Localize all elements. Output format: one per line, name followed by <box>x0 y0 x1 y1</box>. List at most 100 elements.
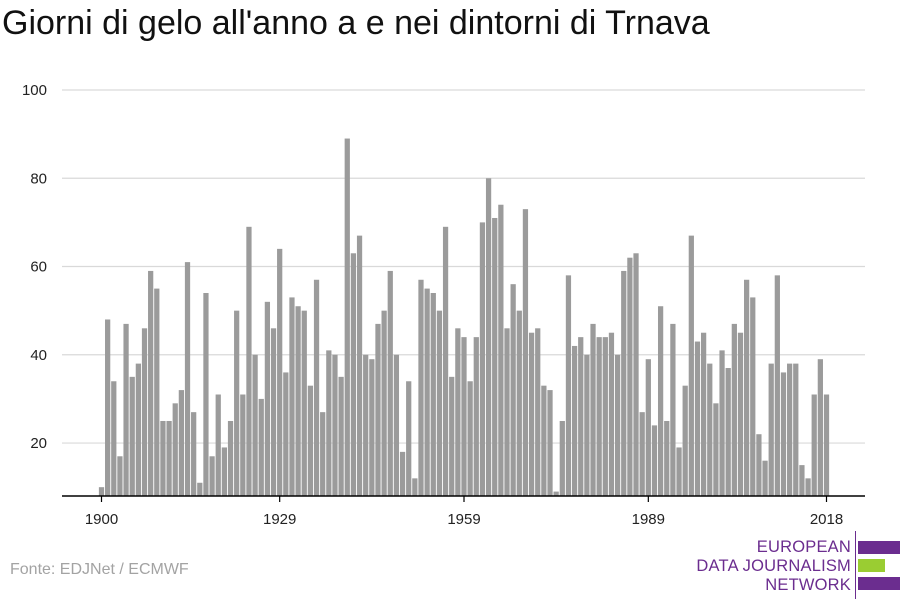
bar-1968 <box>516 310 522 496</box>
bar-1930 <box>283 372 289 496</box>
bar-1919 <box>215 394 221 496</box>
bar-1972 <box>541 385 547 496</box>
bar-1985 <box>621 270 627 496</box>
bar-1915 <box>191 412 197 496</box>
x-tick-label: 1959 <box>447 511 480 528</box>
bar-1963 <box>485 178 492 496</box>
bar-1923 <box>240 394 246 496</box>
bar-1995 <box>682 385 688 496</box>
bar-2015 <box>805 478 811 496</box>
bar-1964 <box>492 217 498 496</box>
bar-1975 <box>559 420 565 496</box>
bar-1962 <box>479 222 486 497</box>
logo-bar-2 <box>858 559 885 572</box>
bar-1927 <box>264 301 271 496</box>
bar-1954 <box>430 293 436 496</box>
y-tick-label: 20 <box>30 435 47 452</box>
bar-1961 <box>473 337 479 496</box>
bar-2005 <box>744 279 750 496</box>
bar-1969 <box>522 209 529 497</box>
bar-1938 <box>332 354 338 496</box>
bar-1998 <box>700 332 707 496</box>
bar-1932 <box>295 306 301 496</box>
y-tick-label: 60 <box>30 259 47 276</box>
y-tick-label: 80 <box>30 170 47 187</box>
bar-1936 <box>320 412 326 496</box>
bar-1918 <box>209 456 215 496</box>
bar-1999 <box>707 363 713 496</box>
bar-1902 <box>111 381 117 496</box>
bar-1908 <box>148 270 154 496</box>
logo-bar-3 <box>858 577 900 590</box>
bar-1950 <box>406 381 412 496</box>
bar-1940 <box>344 138 350 497</box>
bar-1997 <box>694 341 701 496</box>
bar-1939 <box>338 376 344 496</box>
x-axis: 1900 1929 1959 1989 2018 <box>62 495 865 528</box>
bar-1921 <box>227 420 234 496</box>
bar-1910 <box>160 420 166 496</box>
bar-1970 <box>528 332 535 496</box>
logo-line-3: NETWORK <box>765 576 851 594</box>
bar-1937 <box>326 350 332 496</box>
edjnet-logo: EUROPEAN DATA JOURNALISM NETWORK <box>696 528 900 600</box>
bar-1956 <box>442 226 449 496</box>
bar-1907 <box>141 328 148 496</box>
bar-1971 <box>535 328 541 496</box>
bar-1960 <box>467 381 473 496</box>
bar-1965 <box>498 204 504 496</box>
bar-2000 <box>713 403 719 496</box>
source-credit: Fonte: EDJNet / ECMWF <box>10 561 189 578</box>
bar-1981 <box>596 337 602 496</box>
bar-2004 <box>737 332 744 496</box>
bar-1933 <box>301 310 307 496</box>
bar-1926 <box>258 398 264 496</box>
bar-1944 <box>369 359 375 496</box>
bar-1976 <box>565 275 572 496</box>
bar-1929 <box>277 248 283 496</box>
bar-1928 <box>270 328 277 496</box>
bar-1973 <box>547 390 553 496</box>
bar-1952 <box>418 279 424 496</box>
bar-1955 <box>436 310 443 496</box>
bar-1917 <box>203 293 209 496</box>
bar-1913 <box>178 390 184 496</box>
bar-2014 <box>799 465 805 496</box>
bar-1979 <box>584 354 590 496</box>
bar-chart: 20 40 60 80 100 1900 1929 1959 1989 2018 <box>22 82 865 528</box>
bar-2008 <box>762 460 768 496</box>
bar-1991 <box>657 306 664 496</box>
bar-2001 <box>719 350 725 496</box>
bar-2002 <box>725 368 731 496</box>
logo-line-1: EUROPEAN <box>756 538 851 556</box>
bar-1958 <box>455 328 461 496</box>
bar-1959 <box>461 337 467 496</box>
bar-2011 <box>780 372 787 496</box>
bar-1931 <box>289 297 295 496</box>
logo-line-2: DATA JOURNALISM <box>696 557 851 575</box>
bar-1911 <box>166 420 172 496</box>
bar-1904 <box>123 323 129 496</box>
bar-1949 <box>399 451 406 496</box>
bar-1948 <box>393 354 400 496</box>
bar-1924 <box>246 226 252 496</box>
bar-1935 <box>313 279 320 496</box>
bar-1934 <box>307 385 314 496</box>
bar-1982 <box>602 337 608 496</box>
bar-1909 <box>154 288 160 496</box>
bar-1951 <box>412 478 418 496</box>
bar-2006 <box>750 297 756 496</box>
bar-1953 <box>424 288 430 496</box>
bar-1916 <box>197 482 203 496</box>
x-tick-label: 1900 <box>85 511 118 528</box>
bar-1994 <box>676 447 682 496</box>
bar-1986 <box>627 257 633 496</box>
bar-1945 <box>375 323 381 496</box>
bar-1984 <box>614 354 621 496</box>
bar-1946 <box>381 310 387 496</box>
bar-1966 <box>504 328 510 496</box>
bar-1942 <box>356 235 363 496</box>
bar-1900 <box>98 487 105 496</box>
y-tick-label: 40 <box>30 347 47 364</box>
bar-1987 <box>633 253 639 496</box>
